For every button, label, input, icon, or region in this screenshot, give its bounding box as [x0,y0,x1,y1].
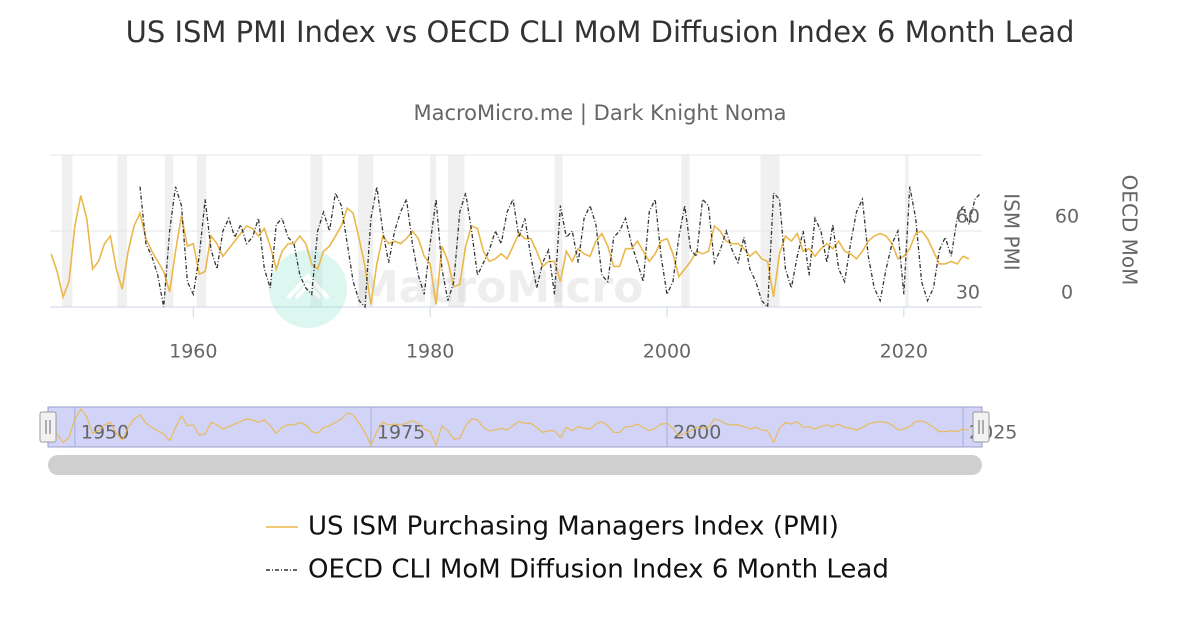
navigator-tick-label: 1975 [377,422,425,444]
navigator-tick-label: 1950 [81,422,129,444]
navigator-tick-label: 2000 [673,422,721,444]
y2-axis-title: OECD MoM [1118,175,1142,286]
legend-label[interactable]: OECD CLI MoM Diffusion Index 6 Month Lea… [308,555,889,585]
y2-tick-label: 60 [1055,206,1079,228]
x-tick-label: 2000 [643,341,691,363]
x-tick-label: 1960 [169,341,217,363]
chart-subtitle: MacroMicro.me | Dark Knight Noma [413,101,787,125]
navigator-handle-right[interactable] [972,411,990,443]
x-tick-label: 1980 [406,341,454,363]
handle-body [972,411,990,443]
series-line [50,195,970,305]
y-axis-title: ISM PMI [1000,193,1024,270]
y-tick-label: 30 [956,282,980,304]
navigator-window[interactable] [47,406,983,448]
watermark-text: MacroMicro [355,262,643,313]
navigator-line [50,407,970,447]
y-tick-label: 60 [956,206,980,228]
watermark-logo-mark [286,273,330,300]
x-tick-label: 2020 [880,341,928,363]
navigator-handle-left[interactable] [39,411,57,443]
watermark-logo [269,250,347,328]
legend-label[interactable]: US ISM Purchasing Managers Index (PMI) [308,512,839,542]
series-line [139,186,982,309]
chart-title: US ISM PMI Index vs OECD CLI MoM Diffusi… [125,15,1075,49]
y2-tick-label: 0 [1061,282,1073,304]
handle-body [39,411,57,443]
scrollbar[interactable] [48,455,982,475]
